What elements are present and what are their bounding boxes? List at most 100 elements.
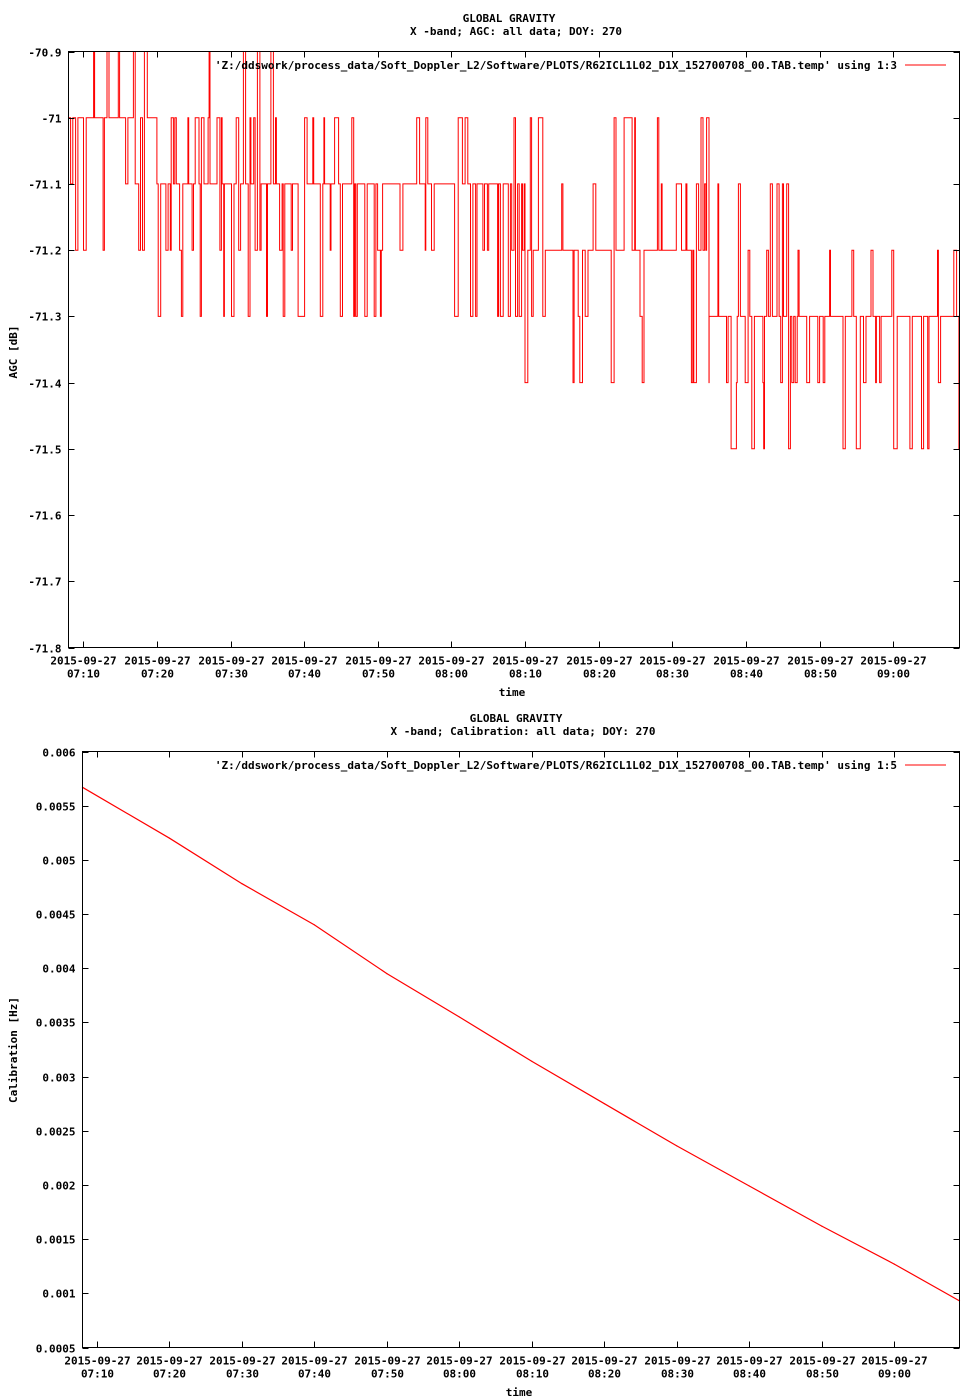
calibration-y-tick-label: 0.001 (42, 1288, 75, 1301)
calibration-x-tick-time: 07:40 (298, 1368, 331, 1381)
calibration-data-point (821, 1225, 823, 1227)
agc-x-tick-date: 2015-09-27 (492, 655, 558, 668)
agc-y-tick-label: -70.9 (28, 47, 61, 60)
calibration-y-tick-label: 0.0005 (36, 1343, 76, 1356)
calibration-y-tick-label: 0.005 (42, 855, 75, 868)
calibration-series-line (82, 786, 960, 1302)
calibration-y-tick-label: 0.0045 (36, 909, 76, 922)
agc-x-axis-label: time (499, 686, 526, 699)
calibration-x-tick-date: 2015-09-27 (64, 1355, 130, 1368)
calibration-x-tick-date: 2015-09-27 (789, 1355, 855, 1368)
agc-x-tick-date: 2015-09-27 (787, 655, 853, 668)
agc-x-tick-time: 08:20 (583, 668, 616, 681)
calibration-x-tick-time: 08:30 (661, 1368, 694, 1381)
agc-x-tick-date: 2015-09-27 (271, 655, 337, 668)
calibration-x-tick-date: 2015-09-27 (644, 1355, 710, 1368)
calibration-x-tick-date: 2015-09-27 (281, 1355, 347, 1368)
calibration-x-tick-date: 2015-09-27 (571, 1355, 637, 1368)
agc-y-tick-label: -71.5 (28, 444, 61, 457)
agc-x-tick-time: 07:20 (141, 668, 174, 681)
agc-x-tick-date: 2015-09-27 (50, 655, 116, 668)
calibration-y-tick-label: 0.002 (42, 1180, 75, 1193)
calibration-y-tick-label: 0.0015 (36, 1234, 76, 1247)
agc-x-tick-time: 07:50 (362, 668, 395, 681)
calibration-x-tick-date: 2015-09-27 (499, 1355, 565, 1368)
calibration-y-tick-label: 0.0035 (36, 1017, 76, 1030)
agc-y-tick-label: -71 (42, 113, 62, 126)
calibration-x-tick-date: 2015-09-27 (136, 1355, 202, 1368)
agc-plot-frame (68, 51, 960, 648)
calibration-data-point (313, 924, 315, 926)
calibration-chart-subtitle: X -band; Calibration: all data; DOY: 270 (391, 725, 656, 738)
agc-x-tick-date: 2015-09-27 (418, 655, 484, 668)
agc-legend-label: 'Z:/ddswork/process_data/Soft_Doppler_L2… (215, 59, 897, 72)
agc-x-tick-date: 2015-09-27 (639, 655, 705, 668)
calibration-x-tick-time: 07:20 (153, 1368, 186, 1381)
calibration-y-axis-label: Calibration [Hz] (7, 997, 20, 1103)
calibration-x-tick-time: 09:00 (878, 1368, 911, 1381)
agc-x-tick-date: 2015-09-27 (860, 655, 926, 668)
calibration-data-point (458, 1016, 460, 1018)
agc-x-tick-time: 08:00 (435, 668, 468, 681)
agc-series (68, 51, 960, 450)
calibration-x-axis-label: time (506, 1386, 533, 1399)
agc-chart: GLOBAL GRAVITY X -band; AGC: all data; D… (7, 12, 960, 699)
calibration-y-tick-label: 0.0055 (36, 801, 76, 814)
calibration-y-tick-label: 0.004 (42, 963, 75, 976)
calibration-x-tick-time: 07:30 (226, 1368, 259, 1381)
calibration-data-point (676, 1145, 678, 1147)
calibration-data-point (748, 1185, 750, 1187)
calibration-y-tick-label: 0.006 (42, 747, 75, 760)
calibration-x-tick-date: 2015-09-27 (209, 1355, 275, 1368)
calibration-x-tick-time: 08:20 (588, 1368, 621, 1381)
calibration-x-tick-date: 2015-09-27 (716, 1355, 782, 1368)
agc-y-axis-label: AGC [dB] (7, 326, 20, 379)
calibration-plot-frame (82, 751, 960, 1348)
calibration-x-tick-time: 08:10 (516, 1368, 549, 1381)
agc-x-tick-time: 08:10 (509, 668, 542, 681)
agc-chart-subtitle: X -band; AGC: all data; DOY: 270 (410, 25, 622, 38)
calibration-y-tick-label: 0.0025 (36, 1126, 76, 1139)
agc-y-tick-label: -71.7 (28, 576, 61, 589)
agc-x-tick-time: 08:30 (656, 668, 689, 681)
agc-y-tick-label: -71.8 (28, 643, 61, 656)
agc-y-tick-label: -71.3 (28, 311, 61, 324)
agc-x-tick-time: 07:30 (215, 668, 248, 681)
agc-x-tick-date: 2015-09-27 (566, 655, 632, 668)
calibration-x-tick-date: 2015-09-27 (861, 1355, 927, 1368)
agc-x-tick-date: 2015-09-27 (713, 655, 779, 668)
agc-chart-title: GLOBAL GRAVITY (463, 12, 556, 25)
calibration-data-point (603, 1103, 606, 1105)
calibration-series (81, 786, 961, 1302)
calibration-x-tick-time: 07:10 (81, 1368, 114, 1381)
agc-x-tick-time: 08:40 (730, 668, 763, 681)
calibration-x-tick-time: 08:50 (806, 1368, 839, 1381)
calibration-x-tick-time: 08:00 (443, 1368, 476, 1381)
calibration-data-point (241, 883, 243, 885)
calibration-data-point (893, 1263, 895, 1265)
agc-x-tick-date: 2015-09-27 (198, 655, 264, 668)
calibration-chart-title: GLOBAL GRAVITY (470, 712, 563, 725)
calibration-y-tick-label: 0.003 (42, 1072, 75, 1085)
calibration-x-tick-date: 2015-09-27 (354, 1355, 420, 1368)
calibration-data-point (168, 837, 171, 839)
agc-x-tick-time: 07:10 (67, 668, 100, 681)
agc-x-tick-date: 2015-09-27 (124, 655, 190, 668)
agc-y-tick-label: -71.1 (28, 179, 61, 192)
calibration-x-tick-time: 08:40 (733, 1368, 766, 1381)
agc-x-tick-date: 2015-09-27 (345, 655, 411, 668)
agc-y-tick-label: -71.2 (28, 245, 61, 258)
agc-x-tick-time: 08:50 (804, 668, 837, 681)
calibration-x-tick-time: 07:50 (371, 1368, 404, 1381)
agc-y-tick-label: -71.4 (28, 378, 61, 391)
calibration-chart: GLOBAL GRAVITY X -band; Calibration: all… (7, 712, 961, 1399)
calibration-data-point (531, 1060, 533, 1062)
calibration-data-point (386, 973, 388, 975)
calibration-x-tick-date: 2015-09-27 (426, 1355, 492, 1368)
calibration-legend-label: 'Z:/ddswork/process_data/Soft_Doppler_L2… (215, 759, 897, 772)
agc-y-tick-label: -71.6 (28, 510, 61, 523)
agc-x-tick-time: 07:40 (288, 668, 321, 681)
agc-x-tick-time: 09:00 (877, 668, 910, 681)
agc-series-line (68, 51, 960, 450)
